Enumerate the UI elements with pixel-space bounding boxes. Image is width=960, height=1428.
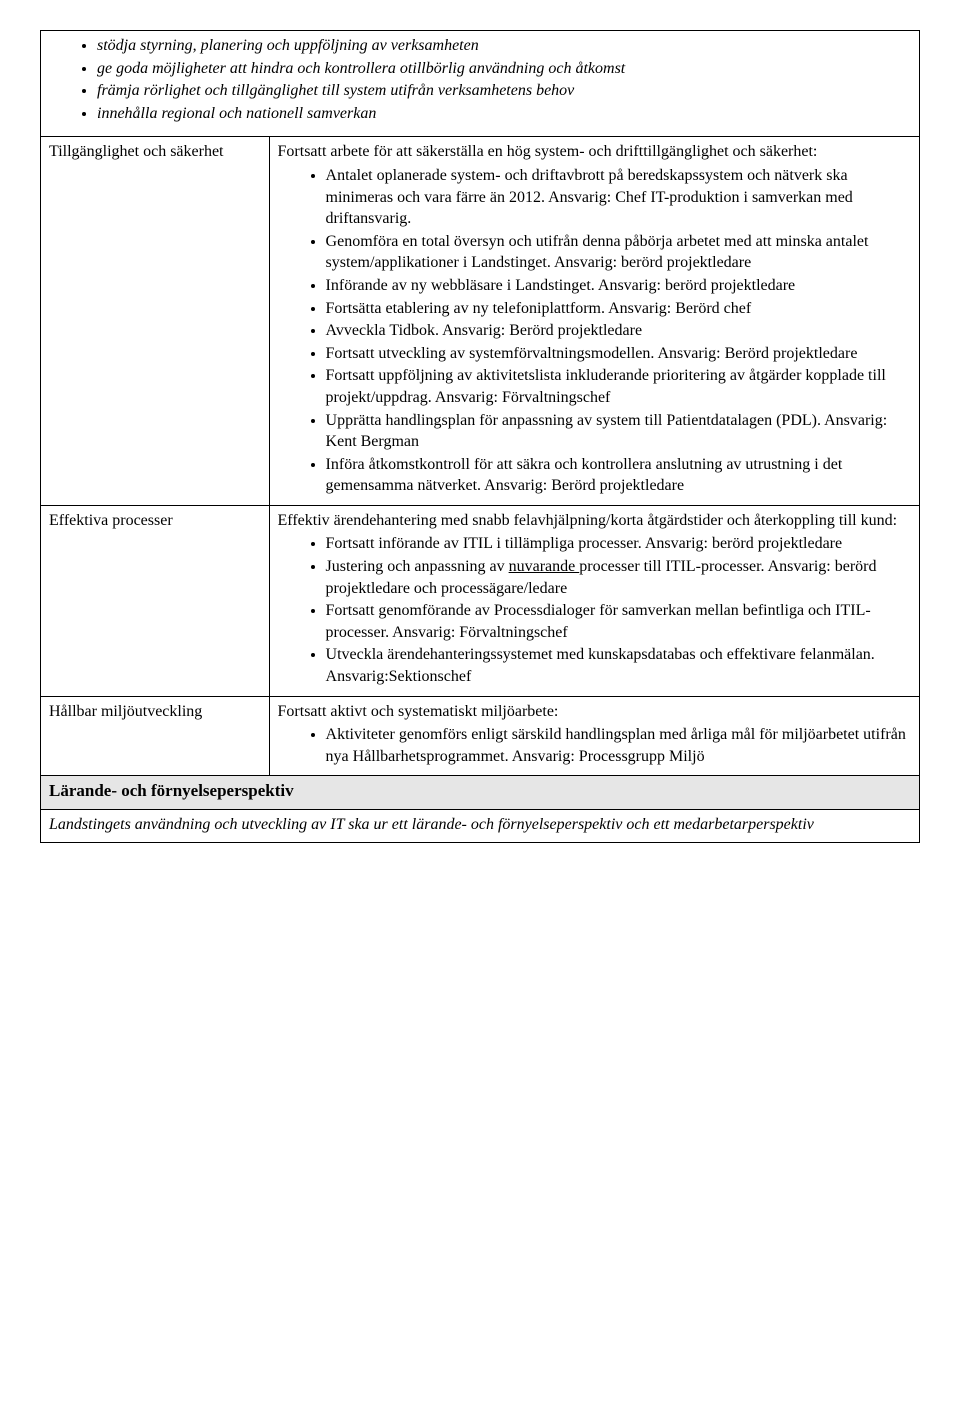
intro-bullets-list: stödja styrning, planering och uppföljni…	[49, 35, 911, 124]
bullet-item: Fortsatt införande av ITIL i tillämpliga…	[326, 533, 911, 555]
row-bullets: Fortsatt införande av ITIL i tillämpliga…	[278, 533, 911, 687]
intro-bullets-cell: stödja styrning, planering och uppföljni…	[41, 31, 920, 137]
bullet-item: Införa åtkomstkontroll för att säkra och…	[326, 454, 911, 497]
bullet-item: Avveckla Tidbok. Ansvarig: Berörd projek…	[326, 320, 911, 342]
bullet-item: Aktiviteter genomförs enligt särskild ha…	[326, 724, 911, 767]
bullet-item: Upprätta handlingsplan för anpassning av…	[326, 410, 911, 453]
row-bullets: Aktiviteter genomförs enligt särskild ha…	[278, 724, 911, 767]
bullet-item: Fortsätta etablering av ny telefoniplatt…	[326, 298, 911, 320]
row-label: Tillgänglighet och säkerhet	[41, 137, 270, 506]
row-label: Effektiva processer	[41, 505, 270, 696]
row-bullets: Antalet oplanerade system- och driftavbr…	[278, 165, 911, 497]
row-label: Hållbar miljöutveckling	[41, 696, 270, 776]
row-intro: Effektiv ärendehantering med snabb felav…	[278, 512, 898, 529]
intro-bullet: stödja styrning, planering och uppföljni…	[97, 35, 911, 57]
document-table: stödja styrning, planering och uppföljni…	[40, 30, 920, 843]
bullet-item: Fortsatt genomförande av Processdialoger…	[326, 600, 911, 643]
footer-paragraph: Landstingets användning och utveckling a…	[49, 816, 814, 833]
bullet-item: Fortsatt utveckling av systemförvaltning…	[326, 343, 911, 365]
row-content: Fortsatt arbete för att säkerställa en h…	[269, 137, 919, 506]
bullet-item: Justering och anpassning av nuvarande pr…	[326, 556, 911, 599]
bullet-item: Införande av ny webbläsare i Landstinget…	[326, 275, 911, 297]
row-intro: Fortsatt arbete för att säkerställa en h…	[278, 143, 818, 160]
row-content: Effektiv ärendehantering med snabb felav…	[269, 505, 919, 696]
bullet-item: Genomföra en total översyn och utifrån d…	[326, 231, 911, 274]
section-header: Lärande- och förnyelseperspektiv	[41, 776, 920, 810]
intro-bullet: ge goda möjligheter att hindra och kontr…	[97, 58, 911, 80]
bullet-item: Antalet oplanerade system- och driftavbr…	[326, 165, 911, 230]
row-intro: Fortsatt aktivt och systematiskt miljöar…	[278, 703, 559, 720]
bullet-item: Fortsatt uppföljning av aktivitetslista …	[326, 365, 911, 408]
bullet-item: Utveckla ärendehanteringssystemet med ku…	[326, 644, 911, 687]
intro-bullet: främja rörlighet och tillgänglighet till…	[97, 80, 911, 102]
row-content: Fortsatt aktivt och systematiskt miljöar…	[269, 696, 919, 776]
intro-bullet: innehålla regional och nationell samverk…	[97, 103, 911, 125]
footer-cell: Landstingets användning och utveckling a…	[41, 810, 920, 843]
